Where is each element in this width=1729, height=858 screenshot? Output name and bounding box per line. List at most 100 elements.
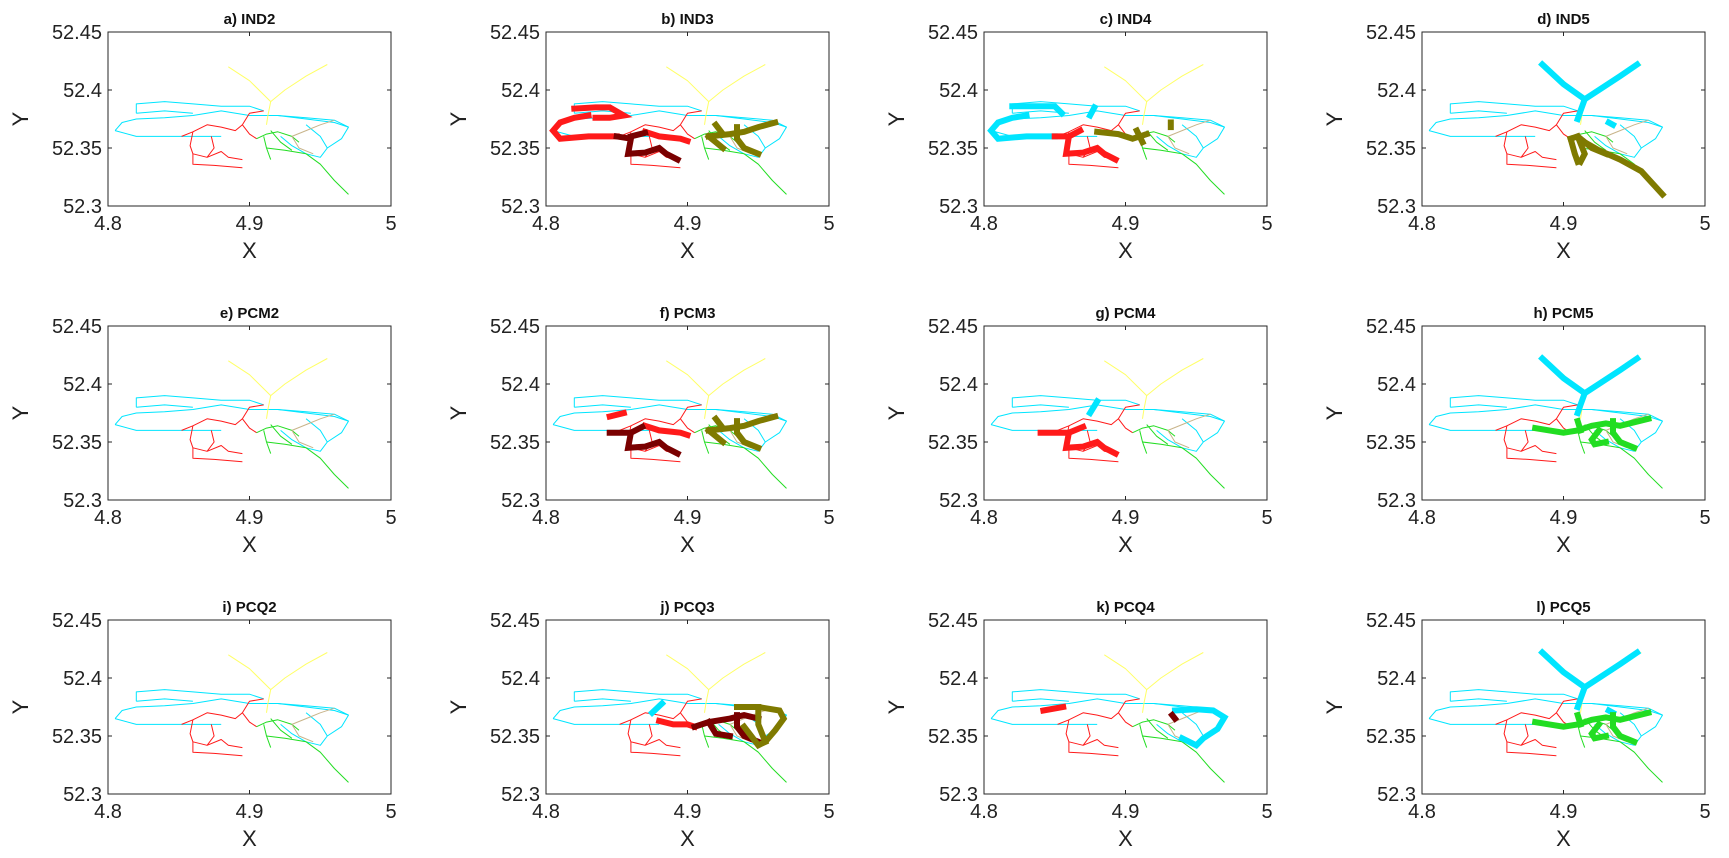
- network-line-cyan: [135, 101, 264, 114]
- y-tick-label: 52.45: [1366, 22, 1416, 44]
- network-line-red: [1495, 110, 1578, 137]
- y-tick-label: 52.3: [939, 784, 978, 806]
- y-tick-label: 52.3: [63, 196, 102, 218]
- network-line-cyan: [114, 130, 222, 137]
- network-line-cyan: [573, 689, 702, 702]
- network-line-yellow: [1104, 358, 1204, 397]
- network-line-cyan: [136, 404, 193, 408]
- network-line-cyan: [1449, 395, 1578, 408]
- x-tick-label: 4.8: [532, 801, 560, 823]
- network-line-cyan: [1619, 124, 1642, 149]
- network-line-red: [1057, 110, 1140, 137]
- y-tick-label: 52.45: [52, 316, 102, 338]
- network-line-tan: [291, 707, 335, 725]
- y-tick-label: 52.35: [490, 726, 540, 748]
- y-tick-label: 52.4: [63, 668, 102, 690]
- x-axis-label: X: [680, 238, 695, 263]
- network-line-green: [256, 719, 300, 731]
- network-line-red: [630, 447, 681, 463]
- x-tick-label: 4.9: [1112, 507, 1140, 529]
- x-tick-label: 4.9: [1112, 213, 1140, 235]
- network-line-red: [181, 110, 264, 137]
- network-line-tan: [291, 724, 314, 743]
- network-line-cyan: [136, 698, 193, 702]
- plot-frame: [107, 31, 392, 207]
- panel-title: k) PCQ4: [1096, 599, 1155, 616]
- panel-1: a) IND2 4.8 4.9 5 52.3 52.35 52.4 52.45 X Y: [8, 11, 397, 263]
- network-line-red: [206, 724, 215, 746]
- network-line-cyan: [1591, 703, 1663, 746]
- y-tick-label: 52.4: [1377, 80, 1416, 102]
- y-axis-label: Y: [1322, 699, 1347, 714]
- network-line-yellow: [704, 689, 710, 713]
- panel-4: d) IND5 4.8 4.9 5 52.3 52.35 52.4 52.45 X Y: [1322, 11, 1711, 263]
- network-line-red: [242, 124, 257, 140]
- plot-area: [552, 652, 788, 783]
- network-line-yellow: [228, 358, 328, 397]
- network-line-cyan: [1153, 409, 1225, 452]
- highlight-route-olive: [704, 426, 728, 447]
- network-line-red: [1506, 447, 1557, 463]
- network-line-green: [270, 718, 293, 739]
- network-line-cyan: [277, 409, 349, 452]
- x-tick-label: 5: [385, 213, 396, 235]
- y-axis-label: Y: [1322, 405, 1347, 420]
- y-tick-label: 52.45: [490, 316, 540, 338]
- y-tick-label: 52.3: [939, 490, 978, 512]
- network-line-red: [192, 447, 243, 463]
- y-axis-label: Y: [8, 699, 33, 714]
- y-tick-label: 52.35: [928, 726, 978, 748]
- network-line-red: [644, 724, 653, 746]
- plot-frame: [107, 325, 392, 501]
- x-tick-label: 5: [1261, 801, 1272, 823]
- highlight-route-green: [1573, 417, 1585, 435]
- network-line-red: [1057, 698, 1140, 725]
- network-line-tan: [291, 413, 335, 431]
- y-tick-label: 52.4: [501, 80, 540, 102]
- x-tick-label: 4.9: [236, 213, 264, 235]
- y-tick-label: 52.35: [1366, 726, 1416, 748]
- network-line-red: [680, 124, 695, 140]
- highlight-route-olive: [704, 132, 728, 153]
- network-line-cyan: [1449, 689, 1578, 702]
- x-tick-label: 4.8: [94, 507, 122, 529]
- y-tick-label: 52.3: [1377, 490, 1416, 512]
- y-tick-label: 52.4: [939, 374, 978, 396]
- network-line-tan: [291, 136, 314, 155]
- plot-frame: [545, 619, 830, 795]
- x-axis-label: X: [242, 532, 257, 557]
- x-tick-label: 4.9: [1550, 507, 1578, 529]
- panel-title: c) IND4: [1100, 11, 1152, 28]
- plot-frame: [545, 31, 830, 207]
- network-line-green: [1142, 441, 1225, 489]
- network-line-yellow: [666, 652, 766, 691]
- network-line-red: [181, 404, 264, 431]
- network-line-red: [1520, 430, 1529, 452]
- x-tick-label: 4.8: [970, 507, 998, 529]
- y-tick-label: 52.35: [928, 432, 978, 454]
- x-tick-label: 4.9: [1550, 213, 1578, 235]
- plot-frame: [983, 619, 1268, 795]
- network-line-cyan: [1181, 418, 1204, 443]
- plot-frame: [1421, 619, 1706, 795]
- y-tick-label: 52.4: [1377, 668, 1416, 690]
- network-line-yellow: [228, 652, 328, 691]
- panel-title: g) PCM4: [1096, 305, 1157, 322]
- y-axis-label: Y: [446, 111, 471, 126]
- highlight-route-dark_red: [626, 422, 647, 437]
- y-tick-label: 52.3: [501, 784, 540, 806]
- network-line-red: [1520, 724, 1529, 746]
- highlight-route-olive: [1573, 132, 1588, 166]
- panel-title: d) IND5: [1537, 11, 1590, 28]
- network-line-cyan: [114, 424, 222, 431]
- x-tick-label: 5: [385, 507, 396, 529]
- plot-frame: [545, 325, 830, 501]
- y-tick-label: 52.35: [490, 432, 540, 454]
- network-line-red: [192, 153, 243, 169]
- network-line-red: [1118, 418, 1133, 434]
- network-line-cyan: [136, 110, 193, 114]
- network-line-red: [630, 153, 681, 169]
- x-axis-label: X: [1556, 532, 1571, 557]
- panel-2: b) IND3 4.8 4.9 5 52.3 52.35 52.4 52.45 X Y: [446, 11, 835, 263]
